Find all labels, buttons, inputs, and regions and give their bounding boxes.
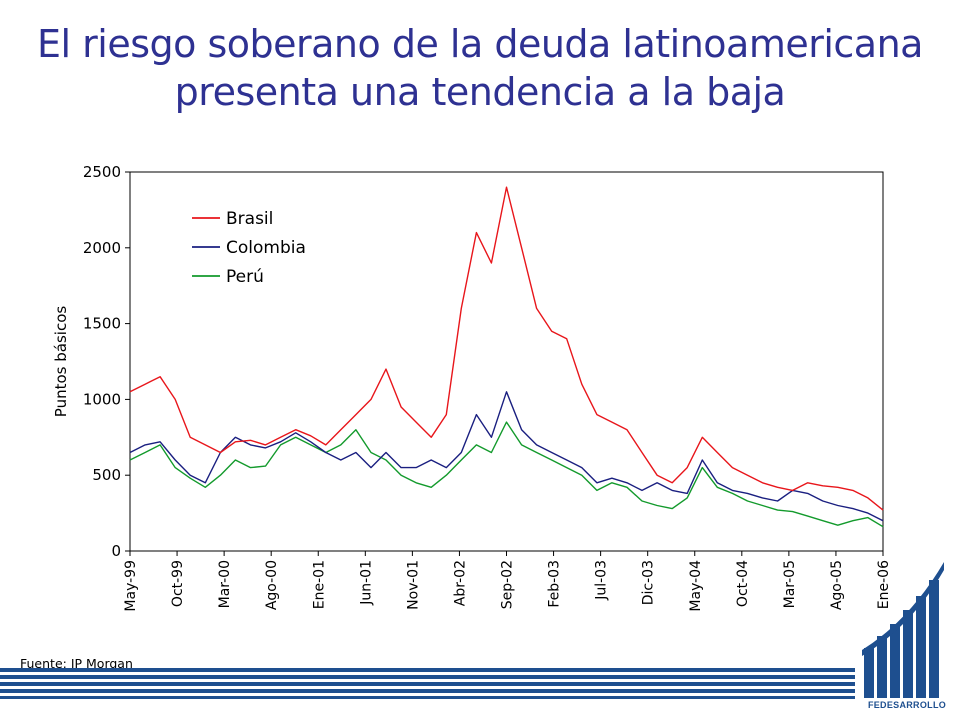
logo-column-2 [877,636,887,698]
logo-column-5 [916,596,926,698]
legend-label: Brasil [226,209,273,229]
logo-bar-5 [0,696,855,699]
x-tick-label: Ene-06 [876,560,892,609]
legend-label: Colombia [226,238,306,258]
x-tick-label: Abr-02 [452,560,468,606]
x-tick-label: Nov-01 [405,560,421,610]
x-tick-label: May-04 [688,560,704,612]
x-tick-label: May-99 [123,560,139,612]
legend-label: Perú [226,267,264,287]
series-line-brasil [129,186,884,511]
x-tick-label: Feb-03 [547,560,563,608]
series-line-peru [129,421,884,528]
series-line-colombia [129,391,884,522]
x-tick-label: Jun-01 [358,560,374,606]
title-line-2: presenta una tendencia a la baja [174,70,786,114]
logo-column-4 [903,610,913,698]
logo-bar-2 [0,675,855,679]
y-tick-label: 1000 [83,390,121,408]
logo-column-1 [864,648,874,698]
x-tick-label: Sep-02 [500,560,516,609]
y-tick-label: 2000 [83,239,121,257]
x-tick-label: Dic-03 [641,560,657,605]
fedesarrollo-logo [0,562,944,699]
logo-swoosh [862,562,944,656]
logo-bar-1 [0,668,855,672]
x-tick-label: Mar-05 [782,560,798,608]
y-tick-label: 0 [111,542,121,560]
x-tick-label: Oct-04 [735,560,751,607]
y-tick-label: 2500 [83,163,121,181]
x-tick-label: Jul-03 [594,560,610,601]
x-tick-label: Mar-00 [217,560,233,608]
y-tick-label: 500 [92,466,121,484]
x-tick-label: Ago-05 [829,560,845,610]
logo-text: FEDESARROLLO [867,700,947,710]
page-title: El riesgo soberano de la deuda latinoame… [0,20,960,116]
y-tick-label: 1500 [83,315,121,333]
x-tick-label: Ene-01 [311,560,327,609]
logo-bar-4 [0,689,855,693]
source-note: Fuente: JP Morgan [20,656,133,671]
logo-bar-3 [0,682,855,686]
x-tick-label: Oct-99 [170,560,186,607]
logo-column-3 [890,624,900,698]
title-line-1: El riesgo soberano de la deuda latinoame… [37,22,923,66]
y-axis-label: Puntos básicos [52,306,70,418]
logo-column-6 [929,580,939,698]
x-tick-label: Ago-00 [264,560,280,610]
